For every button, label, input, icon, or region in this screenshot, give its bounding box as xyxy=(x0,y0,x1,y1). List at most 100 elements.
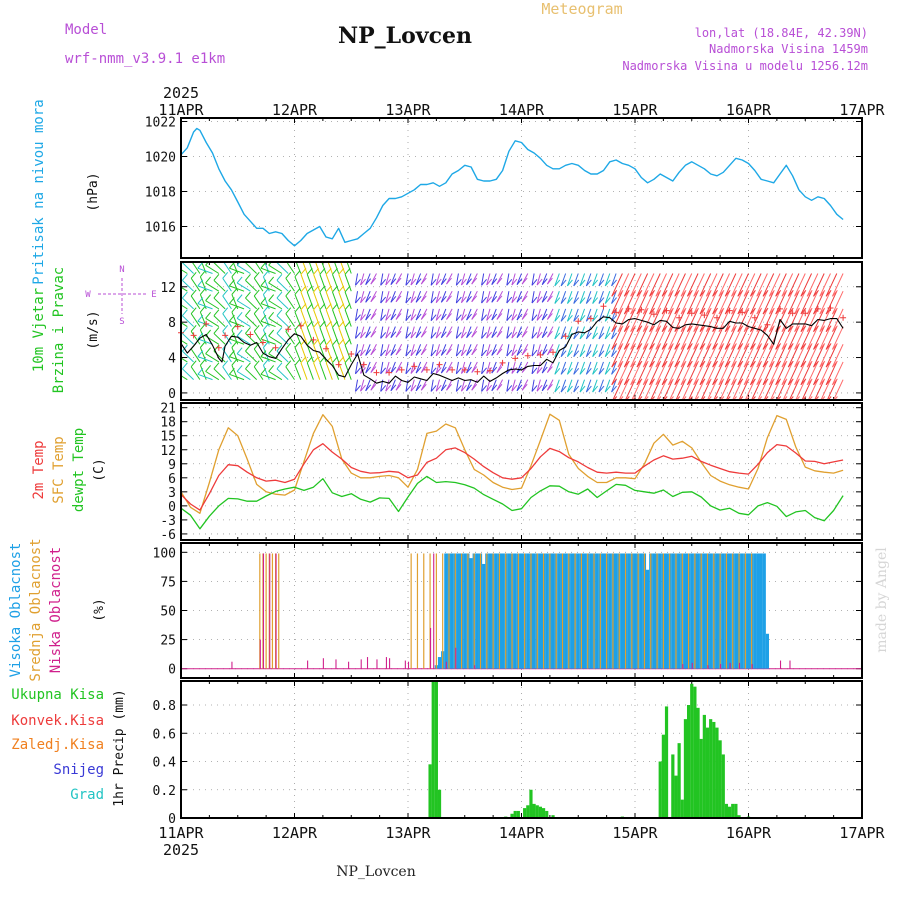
wind-barb xyxy=(182,350,194,363)
wind-barb xyxy=(511,379,516,392)
wind-barb xyxy=(405,308,409,321)
wind-barb-flag xyxy=(693,290,700,297)
wind-barb xyxy=(662,379,674,400)
wind-barb xyxy=(762,273,775,297)
wind-barb-flag xyxy=(687,307,693,315)
wind-barb-flag xyxy=(617,307,624,315)
wind-unit-label: (m/s) xyxy=(86,310,101,349)
wind-barb-flag xyxy=(276,344,283,352)
wind-barb-flag xyxy=(332,251,337,257)
wind-barb-flag xyxy=(775,343,782,350)
wind-barb-flag xyxy=(420,313,427,320)
wind-barb-flag xyxy=(415,278,422,285)
wind-barb-flag xyxy=(461,367,467,374)
wind-barb xyxy=(516,361,522,374)
gust-marker xyxy=(461,366,468,373)
gust-marker xyxy=(190,332,197,339)
wind-barbs xyxy=(181,251,844,400)
gust-marker xyxy=(323,345,330,352)
wind-barb xyxy=(260,303,276,310)
wind-barb xyxy=(750,361,762,386)
wind-barb-flag xyxy=(319,303,326,310)
wind-barb xyxy=(636,344,649,368)
wind-barb xyxy=(787,290,800,315)
precip-bar xyxy=(734,803,738,818)
wind-barb xyxy=(531,291,535,304)
gust-marker xyxy=(688,310,695,317)
wind-barb xyxy=(831,273,844,297)
wind-barb xyxy=(611,273,623,297)
gust-marker xyxy=(222,332,229,339)
wind-barb-flag xyxy=(521,295,528,303)
wind-barb-flag xyxy=(471,383,478,391)
wind-barb-flag xyxy=(380,385,387,392)
wind-barb-flag xyxy=(547,366,553,373)
chart-subtitle: Meteogram xyxy=(541,0,622,18)
wind-barb-flag xyxy=(800,290,807,297)
wind-barb xyxy=(435,308,441,321)
wind-barb-flag xyxy=(338,356,345,364)
cloud-high-bar xyxy=(589,553,593,669)
cloud-high-bar xyxy=(627,553,631,669)
wind-barb-flag xyxy=(825,325,832,333)
wind-barb-flag xyxy=(285,289,292,297)
wind-barb-flag xyxy=(674,290,681,297)
wind-barb-flag xyxy=(516,331,523,339)
wind-barb-flag xyxy=(737,343,744,350)
precip-bar xyxy=(715,727,719,818)
wind-barb-flag xyxy=(268,276,275,284)
wind-barb-flag xyxy=(390,349,397,356)
chart-title: NP_Lovcen xyxy=(338,23,472,49)
wind-barb xyxy=(699,273,712,297)
wind-barb-flag xyxy=(806,360,813,368)
wind-barb xyxy=(536,273,541,286)
wind-barb xyxy=(649,273,661,297)
wind-barb-flag xyxy=(731,343,737,350)
wind-barb xyxy=(245,315,258,327)
wind-barb-flag xyxy=(276,291,283,299)
cloud-high-bar xyxy=(702,553,706,669)
precip-bar xyxy=(712,721,716,818)
wind-barb-flag xyxy=(446,313,452,320)
panel-border xyxy=(180,402,863,541)
cloud-high-bar xyxy=(551,553,555,669)
wind-barb-flag xyxy=(390,313,397,321)
wind-barb xyxy=(592,361,598,375)
legend-total-rain: Ukupna Kisa xyxy=(11,687,104,703)
wind-barb-flag xyxy=(567,297,573,304)
wind-barb xyxy=(611,273,617,287)
wind-barb xyxy=(782,379,794,400)
wind-barb xyxy=(260,373,276,381)
wind-barb xyxy=(245,350,258,363)
wind-barb xyxy=(788,379,800,400)
wind-barb-flag xyxy=(775,378,782,386)
wind-barb-flag xyxy=(365,278,372,285)
wind-barb xyxy=(712,273,724,297)
gust-marker xyxy=(215,344,222,351)
wind-barb-flag xyxy=(300,338,307,346)
wind-barb xyxy=(491,326,497,338)
wind-barb-flag xyxy=(604,350,611,357)
wind-barb xyxy=(705,273,718,297)
y-tick-label: 0.2 xyxy=(153,784,176,799)
y-tick-label: 0.8 xyxy=(153,699,176,714)
wind-barb xyxy=(344,344,352,363)
wind-barb xyxy=(705,361,718,386)
wind-barb-flag xyxy=(405,296,412,304)
wind-barb xyxy=(585,344,592,357)
wind-barb-flag xyxy=(636,290,643,297)
wind-barb-flag xyxy=(567,368,573,375)
wind-barb xyxy=(506,291,510,304)
top-x-tick-label: 13APR xyxy=(385,101,431,119)
wind-barb-flag xyxy=(547,295,553,303)
wind-barb-flag xyxy=(446,348,452,356)
wind-barb xyxy=(693,273,705,297)
wind-barb xyxy=(775,326,787,350)
wind-barb xyxy=(385,273,390,286)
wind-barb xyxy=(430,379,434,392)
wind-barb-flag xyxy=(319,267,326,275)
wind-barb xyxy=(410,361,415,374)
wind-barb-flag xyxy=(486,384,493,392)
wind-barb xyxy=(466,379,472,391)
wind-barb xyxy=(787,344,800,368)
